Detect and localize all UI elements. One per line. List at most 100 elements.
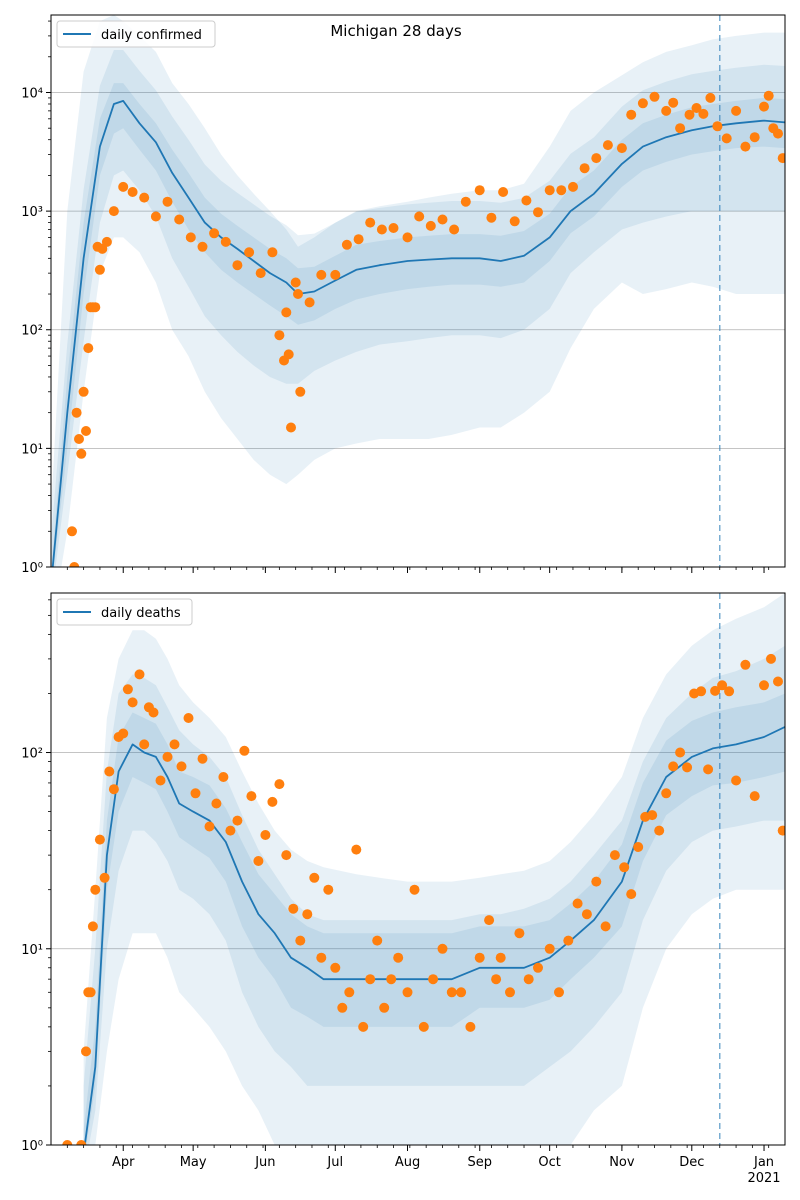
observed-point-99 — [773, 676, 783, 687]
observed-point-4 — [76, 448, 87, 459]
observed-point-14 — [127, 697, 138, 708]
legend: daily confirmed — [56, 20, 216, 48]
observed-point-72 — [691, 103, 702, 113]
observed-point-70 — [675, 123, 686, 134]
observed-point-52 — [474, 185, 485, 196]
observed-point-76 — [600, 921, 611, 932]
observed-point-90 — [703, 764, 714, 775]
observed-point-65 — [495, 952, 506, 963]
observed-point-12 — [94, 264, 105, 275]
observed-point-68 — [661, 105, 672, 116]
observed-point-20 — [162, 196, 173, 207]
observed-point-75 — [712, 121, 723, 132]
observed-point-75 — [591, 876, 602, 887]
band-outer — [83, 593, 785, 1145]
y-tick-label-4: 10⁴ — [21, 86, 43, 101]
observed-point-28 — [255, 268, 266, 279]
observed-point-47 — [351, 844, 362, 855]
panel-2: 10⁰ 10¹ 10² Apr May Jun Jul Aug Sep Oct Nov Dec Jan2… — [21, 592, 786, 1186]
chart-title: Michigan 28 days — [330, 22, 461, 40]
observed-point-58 — [437, 943, 448, 954]
observed-point-54 — [402, 987, 413, 998]
x-year-label: 2021 — [747, 1171, 780, 1186]
observed-point-77 — [609, 850, 620, 861]
observed-point-43 — [323, 884, 334, 895]
observed-point-61 — [579, 163, 590, 174]
observed-point-95 — [740, 659, 751, 670]
x-tick-label-6: Oct — [538, 1155, 560, 1170]
observed-point-79 — [749, 132, 760, 143]
observed-point-80 — [633, 842, 644, 852]
x-tick-label-5: Sep — [467, 1155, 492, 1170]
observed-point-24 — [190, 788, 201, 799]
observed-point-41 — [341, 239, 352, 250]
observed-point-67 — [514, 928, 525, 939]
y-tick-label-1: 10¹ — [21, 943, 43, 958]
observed-point-68 — [523, 974, 534, 985]
observed-point-34 — [260, 830, 271, 840]
model-line — [51, 100, 785, 567]
x-tick-label-9: Jan — [753, 1155, 774, 1170]
observed-point-6 — [90, 884, 101, 895]
model-line — [83, 726, 785, 1145]
legend-box — [56, 598, 193, 626]
observed-point-39 — [295, 935, 306, 946]
observed-point-93 — [724, 686, 735, 697]
observed-point-58 — [544, 185, 555, 196]
observed-point-57 — [428, 974, 439, 985]
observed-point-82 — [647, 810, 658, 821]
observed-point-12 — [118, 728, 129, 739]
observed-point-45 — [337, 1002, 348, 1013]
observed-point-94 — [731, 775, 742, 786]
observed-point-3 — [74, 434, 84, 444]
observed-point-63 — [602, 140, 613, 151]
y-tick-label-0: 10⁰ — [21, 1139, 43, 1154]
x-tick-label-7: Nov — [609, 1155, 635, 1170]
observed-point-9 — [104, 766, 115, 777]
observed-point-16 — [118, 181, 129, 192]
observed-point-38 — [288, 903, 299, 914]
observed-point-32 — [281, 307, 292, 318]
observed-point-13 — [122, 684, 133, 695]
observed-point-98 — [766, 653, 776, 664]
observed-point-2 — [71, 407, 82, 418]
observed-point-48 — [358, 1021, 369, 1032]
observed-point-51 — [460, 196, 471, 207]
y-tick-label-1: 10¹ — [21, 442, 43, 457]
observed-point-30 — [232, 815, 243, 826]
x-tick-label-4: Aug — [395, 1155, 420, 1170]
observed-point-53 — [393, 952, 404, 963]
observed-point-37 — [281, 850, 292, 861]
band-outer — [51, 15, 785, 567]
observed-point-23 — [183, 713, 194, 723]
observed-point-46 — [344, 987, 355, 998]
plot-area — [62, 593, 785, 1145]
observed-point-36 — [293, 289, 303, 299]
observed-point-37 — [295, 386, 306, 397]
observed-point-65 — [626, 109, 637, 120]
observed-point-40 — [302, 909, 313, 920]
observed-point-55 — [509, 216, 520, 227]
observed-point-87 — [682, 762, 693, 773]
observed-point-14 — [101, 236, 112, 247]
plot-area — [51, 15, 785, 567]
observed-point-34 — [286, 422, 296, 433]
observed-point-56 — [521, 195, 532, 206]
observed-point-62 — [474, 952, 485, 963]
observed-point-38 — [304, 297, 315, 308]
observed-point-97 — [759, 680, 769, 691]
observed-point-64 — [616, 143, 627, 154]
observed-point-57 — [533, 207, 543, 218]
y-tick-label-2: 10² — [21, 324, 43, 339]
observed-point-18 — [139, 192, 150, 203]
x-tick-label-8: Dec — [679, 1155, 704, 1170]
observed-point-52 — [386, 974, 397, 985]
observed-point-69 — [668, 97, 679, 108]
observed-point-63 — [484, 915, 495, 926]
y-tick-label-2: 10² — [21, 747, 43, 762]
observed-point-10 — [108, 784, 119, 795]
observed-point-26 — [232, 260, 243, 271]
observed-point-84 — [777, 153, 785, 164]
observed-point-49 — [365, 974, 376, 985]
observed-point-66 — [505, 987, 515, 998]
